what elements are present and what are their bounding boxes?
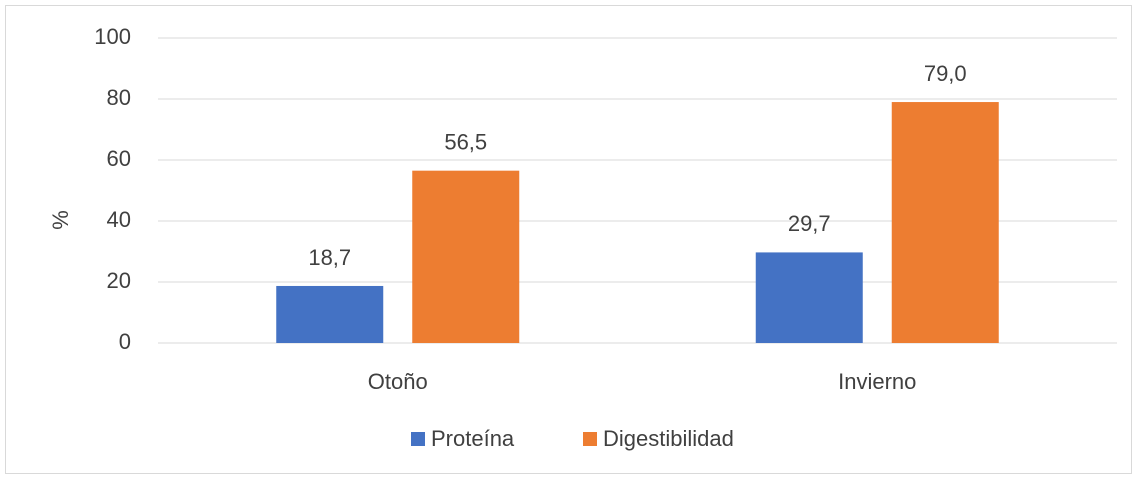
- x-tick-label: Invierno: [838, 369, 916, 394]
- bar: [412, 170, 520, 343]
- y-tick-label: 0: [119, 329, 131, 354]
- legend-swatch: [583, 432, 597, 446]
- y-tick-label: 40: [107, 207, 131, 232]
- y-tick-label: 20: [107, 268, 131, 293]
- data-label: 56,5: [444, 129, 487, 154]
- data-label: 18,7: [308, 245, 351, 270]
- bar: [891, 102, 999, 343]
- legend-label: Proteína: [431, 426, 515, 451]
- x-tick-label: Otoño: [368, 369, 428, 394]
- legend-label: Digestibilidad: [603, 426, 734, 451]
- y-axis-label: %: [48, 210, 73, 230]
- y-tick-label: 60: [107, 146, 131, 171]
- bar: [276, 285, 384, 343]
- data-label: 29,7: [788, 211, 831, 236]
- y-tick-label: 100: [94, 24, 131, 49]
- y-tick-label: 80: [107, 85, 131, 110]
- legend-swatch: [411, 432, 425, 446]
- bar: [755, 252, 863, 343]
- data-label: 79,0: [924, 61, 967, 86]
